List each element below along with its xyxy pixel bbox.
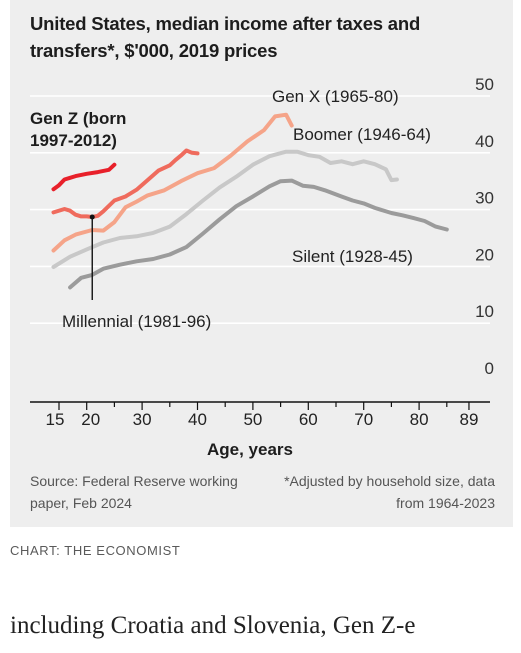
article-text: including Croatia and Slovenia, Gen Z-e — [10, 612, 416, 639]
y-tick-labels: 0 10 20 30 40 50 — [475, 75, 494, 378]
y-tick-label-40: 40 — [475, 132, 494, 151]
x-tick-label-89: 89 — [459, 410, 478, 429]
x-tick-label-60: 60 — [299, 410, 318, 429]
series-line-4 — [51, 148, 200, 219]
footnote: *Adjusted by household size, data from 1… — [284, 473, 495, 511]
series-line-2 — [51, 149, 399, 269]
annotation-millennial: Millennial (1981-96) — [62, 312, 211, 331]
annotation-gen-z: Gen Z (born 1997-2012) — [30, 109, 126, 150]
x-tick-label-30: 30 — [133, 410, 152, 429]
y-tick-label-50: 50 — [475, 75, 494, 94]
series-line-5 — [51, 162, 117, 192]
x-tick-label-80: 80 — [410, 410, 429, 429]
annotation-boomer: Boomer (1946-64) — [293, 125, 431, 144]
x-tick-label-70: 70 — [354, 410, 373, 429]
millennial-leader-dot — [89, 214, 95, 220]
annotation-silent: Silent (1928-45) — [292, 247, 413, 266]
x-tick-label-20: 20 — [81, 410, 100, 429]
annotation-gen-x: Gen X (1965-80) — [272, 87, 399, 106]
x-axis: 15 20 30 40 50 60 70 80 89 — [30, 401, 490, 429]
y-tick-label-20: 20 — [475, 245, 494, 264]
annotation-gen-x-line-1: Gen X (1965-80) — [272, 87, 399, 106]
y-tick-label-30: 30 — [475, 189, 494, 208]
chart-title: United States, median income after taxes… — [30, 13, 421, 61]
source-note: Source: Federal Reserve working paper, F… — [30, 473, 238, 511]
series-annotations: Gen Z (born 1997-2012) Millennial (1981-96… — [30, 87, 431, 331]
annotation-boomer-line-1: Boomer (1946-64) — [293, 125, 431, 144]
y-tick-label-10: 10 — [475, 302, 494, 321]
x-tick-label-15: 15 — [46, 410, 65, 429]
annotation-gen-z-line-2: 1997-2012) — [30, 131, 117, 150]
y-tick-label-0: 0 — [485, 359, 494, 378]
chart-plot: 0 10 20 30 40 50 15 20 30 40 50 60 70 80 89 Gen Z (bo… — [30, 75, 494, 459]
chart-credit: CHART: THE ECONOMIST — [10, 543, 181, 558]
callout-leaders — [89, 214, 95, 300]
series-line-1 — [68, 178, 449, 290]
annotation-millennial-line-1: Millennial (1981-96) — [62, 312, 211, 331]
annotation-gen-z-line-1: Gen Z (born — [30, 109, 126, 128]
x-tick-label-40: 40 — [188, 410, 207, 429]
x-tick-label-50: 50 — [243, 410, 262, 429]
x-axis-label: Age, years — [207, 440, 293, 459]
annotation-silent-line-1: Silent (1928-45) — [292, 247, 413, 266]
chart-card: United States, median income after taxes… — [10, 0, 513, 527]
